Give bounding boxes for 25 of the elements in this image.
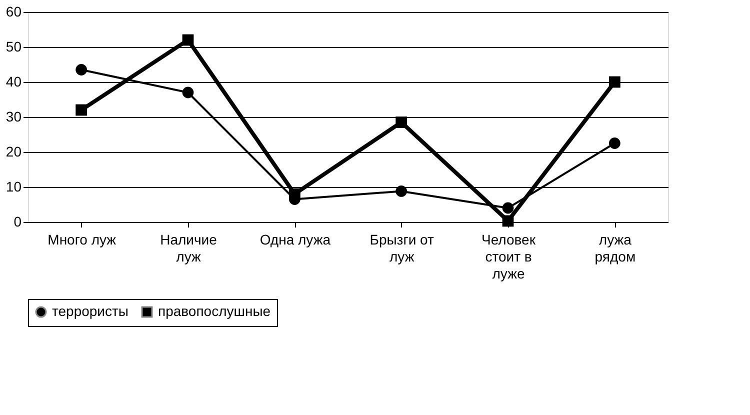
point: [182, 34, 194, 46]
y-tick-label: 30: [6, 108, 22, 124]
point: [76, 104, 88, 116]
point: [502, 215, 514, 227]
y-tick-label: 10: [6, 178, 22, 194]
x-tick-label: Одна лужа: [260, 232, 331, 248]
y-tick-label: 20: [6, 144, 22, 160]
x-tick-label: Брызги от луж: [370, 232, 434, 264]
y-tick-label: 40: [6, 74, 22, 90]
x-tick-label: Много луж: [48, 232, 117, 248]
point: [502, 202, 514, 214]
x-tick-label: Человек стоит в луже: [482, 232, 536, 282]
y-tick-label: 0: [14, 214, 22, 230]
legend-label: террористы: [52, 303, 128, 319]
point: [608, 138, 620, 149]
point: [396, 116, 408, 128]
legend-label: правопослушные: [158, 303, 271, 319]
point: [76, 64, 88, 76]
y-tick-label: 50: [6, 38, 22, 54]
x-tick-label: лужа рядом: [594, 232, 636, 264]
point: [608, 76, 620, 88]
y-tick-label: 60: [6, 4, 22, 20]
point: [396, 186, 408, 197]
point: [182, 86, 194, 98]
x-tick-label: Наличие луж: [160, 232, 218, 264]
